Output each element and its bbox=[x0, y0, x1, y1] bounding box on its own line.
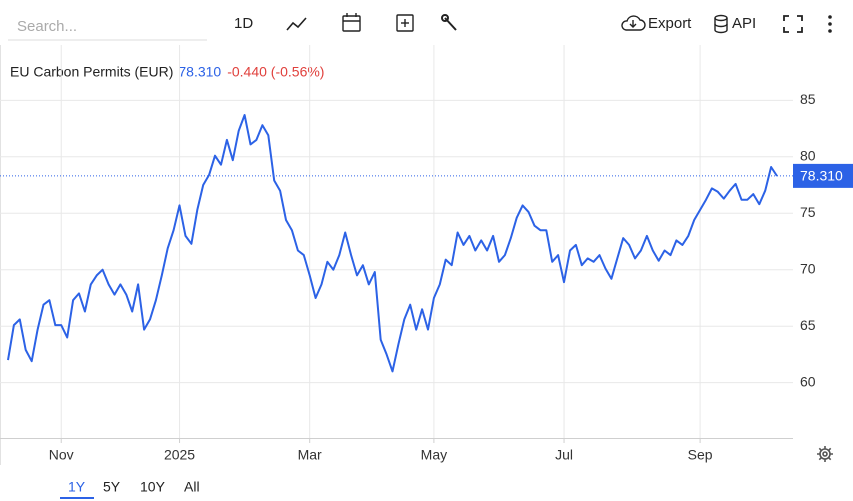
tools-icon[interactable] bbox=[441, 14, 457, 31]
menu-icon[interactable] bbox=[828, 15, 832, 33]
range-button[interactable]: 5Y bbox=[103, 479, 121, 495]
x-tick-label: Jul bbox=[555, 447, 573, 463]
search-input[interactable]: Search... bbox=[17, 18, 77, 35]
price-tag-label: 78.310 bbox=[800, 168, 843, 184]
x-tick-label: Nov bbox=[49, 447, 74, 463]
change-label: -0.440 (-0.56%) bbox=[227, 64, 324, 80]
y-tick-label: 60 bbox=[800, 373, 816, 389]
y-tick-label: 80 bbox=[800, 148, 816, 164]
chart-type-icon[interactable] bbox=[286, 17, 307, 31]
price-line bbox=[7, 114, 778, 373]
calendar-icon[interactable] bbox=[342, 13, 361, 32]
y-tick-label: 70 bbox=[800, 260, 816, 276]
x-tick-label: May bbox=[421, 447, 447, 463]
api-button[interactable]: API bbox=[732, 15, 756, 32]
range-button[interactable]: 1Y bbox=[68, 479, 86, 495]
x-tick-label: Sep bbox=[688, 447, 713, 463]
range-button[interactable]: 10Y bbox=[140, 479, 166, 495]
chart-title: EU Carbon Permits (EUR) bbox=[10, 64, 173, 80]
fullscreen-icon[interactable] bbox=[783, 15, 803, 33]
price-label: 78.310 bbox=[178, 64, 221, 80]
x-tick-label: Mar bbox=[298, 447, 322, 463]
interval-button[interactable]: 1D bbox=[234, 15, 253, 32]
add-indicator-icon[interactable] bbox=[396, 14, 414, 32]
range-button[interactable]: All bbox=[184, 479, 200, 495]
x-tick-label: 2025 bbox=[164, 447, 195, 463]
y-tick-label: 75 bbox=[800, 204, 816, 220]
price-tag bbox=[793, 163, 853, 188]
export-icon[interactable] bbox=[621, 15, 646, 31]
y-tick-label: 65 bbox=[800, 317, 816, 333]
api-icon[interactable] bbox=[714, 14, 728, 34]
export-button[interactable]: Export bbox=[648, 15, 692, 32]
settings-icon[interactable] bbox=[817, 446, 833, 462]
y-tick-label: 85 bbox=[800, 91, 816, 107]
